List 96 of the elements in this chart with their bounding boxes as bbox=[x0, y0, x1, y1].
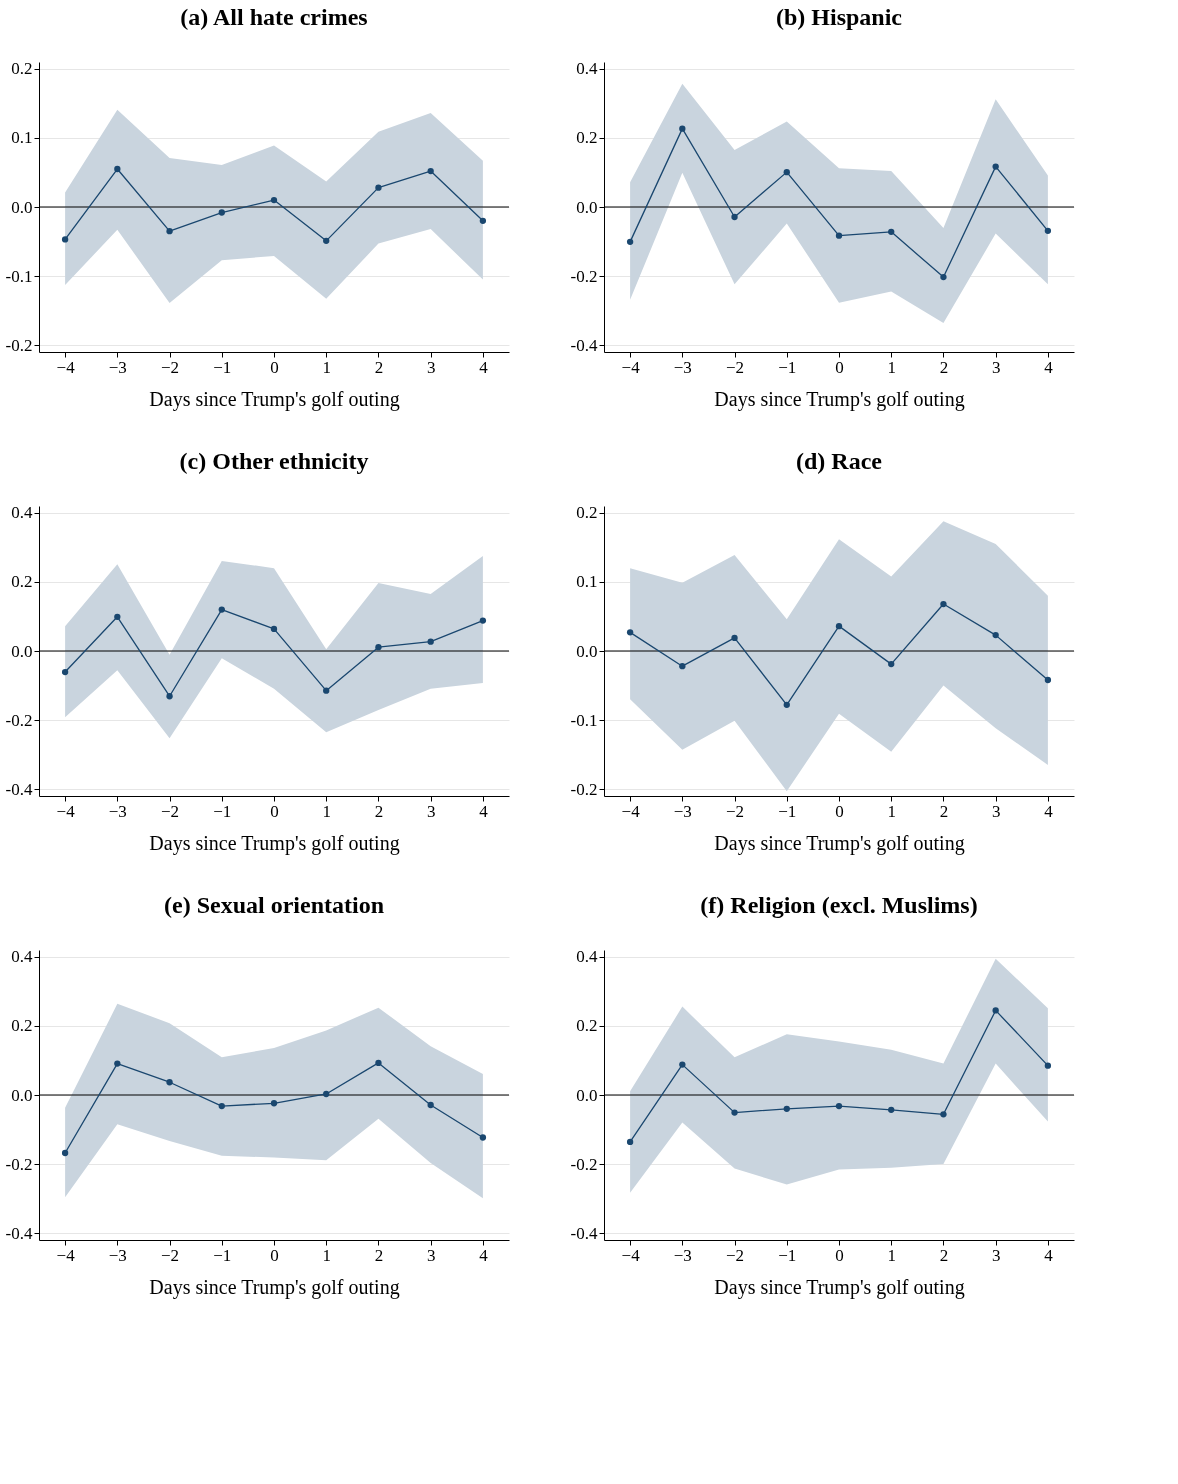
y-tick-label: 0.0 bbox=[11, 197, 33, 217]
y-tick-label: 0.2 bbox=[576, 1016, 598, 1036]
x-tick-label: −2 bbox=[161, 801, 180, 821]
x-tick-label: 2 bbox=[374, 1245, 384, 1265]
y-tick-label: -0.2 bbox=[570, 779, 598, 799]
x-tick-label: −1 bbox=[778, 1245, 797, 1265]
x-tick-label: −2 bbox=[161, 357, 180, 377]
x-tick-label: 3 bbox=[991, 1245, 1001, 1265]
y-tick-label: 0.4 bbox=[11, 503, 33, 523]
x-tick-label: −3 bbox=[108, 801, 127, 821]
y-tick-label: 0.2 bbox=[576, 128, 598, 148]
chart-title: (d) Race bbox=[796, 447, 883, 474]
x-tick-label: 1 bbox=[887, 357, 896, 377]
chart-title: (b) Hispanic bbox=[775, 3, 903, 30]
y-tick-label: 0.4 bbox=[11, 947, 33, 967]
x-tick-label: 1 bbox=[322, 801, 331, 821]
x-tick-label: −1 bbox=[213, 1245, 232, 1265]
x-tick-label: 2 bbox=[374, 801, 384, 821]
y-tick-label: 0.4 bbox=[576, 59, 598, 79]
x-tick-label: −1 bbox=[213, 801, 232, 821]
x-tick-label: −4 bbox=[621, 1245, 641, 1265]
y-tick-label: -0.2 bbox=[570, 266, 598, 286]
x-tick-label: −3 bbox=[108, 357, 127, 377]
x-tick-label: 2 bbox=[939, 357, 949, 377]
y-tick-label: 0.1 bbox=[576, 572, 598, 592]
x-tick-label: 0 bbox=[270, 357, 279, 377]
x-tick-label: 2 bbox=[374, 357, 384, 377]
x-tick-label: −2 bbox=[726, 1245, 745, 1265]
y-tick-label: -0.4 bbox=[570, 1223, 598, 1243]
x-tick-label: 3 bbox=[426, 1245, 436, 1265]
x-tick-label: −3 bbox=[108, 1245, 127, 1265]
x-tick-label: 0 bbox=[835, 801, 844, 821]
x-tick-label: 0 bbox=[270, 801, 279, 821]
x-tick-label: −1 bbox=[778, 357, 797, 377]
x-axis-title: Days since Trump's golf outing bbox=[149, 1275, 400, 1299]
x-tick-label: 2 bbox=[939, 1245, 949, 1265]
x-tick-label: −3 bbox=[673, 801, 692, 821]
y-tick-label: -0.4 bbox=[5, 779, 33, 799]
x-tick-label: 4 bbox=[479, 801, 489, 821]
x-tick-label: −1 bbox=[778, 801, 797, 821]
x-tick-label: −4 bbox=[56, 801, 76, 821]
x-tick-label: 3 bbox=[426, 801, 436, 821]
x-axis-title: Days since Trump's golf outing bbox=[714, 831, 965, 855]
chart-title: (f) Religion (excl. Muslims) bbox=[700, 891, 978, 918]
x-tick-label: −2 bbox=[161, 1245, 180, 1265]
x-tick-label: 0 bbox=[835, 1245, 844, 1265]
y-tick-label: 0.1 bbox=[11, 128, 33, 148]
y-tick-label: -0.1 bbox=[5, 266, 33, 286]
y-tick-label: 0.0 bbox=[576, 641, 598, 661]
y-tick-label: 0.2 bbox=[11, 1016, 33, 1036]
x-tick-label: −3 bbox=[673, 1245, 692, 1265]
y-tick-label: 0.0 bbox=[576, 197, 598, 217]
x-tick-label: −4 bbox=[56, 1245, 76, 1265]
y-tick-label: -0.2 bbox=[5, 335, 33, 355]
y-tick-label: -0.1 bbox=[570, 710, 598, 730]
x-tick-label: −2 bbox=[726, 801, 745, 821]
x-tick-label: 1 bbox=[887, 801, 896, 821]
x-tick-label: −3 bbox=[673, 357, 692, 377]
x-tick-label: −4 bbox=[621, 801, 641, 821]
x-tick-label: 0 bbox=[835, 357, 844, 377]
x-tick-label: −2 bbox=[726, 357, 745, 377]
x-tick-label: −1 bbox=[213, 357, 232, 377]
y-tick-label: 0.0 bbox=[576, 1085, 598, 1105]
y-tick-label: -0.2 bbox=[570, 1154, 598, 1174]
y-tick-label: -0.4 bbox=[5, 1223, 33, 1243]
y-tick-label: -0.2 bbox=[5, 710, 33, 730]
y-tick-label: 0.0 bbox=[11, 1085, 33, 1105]
x-tick-label: 4 bbox=[1044, 357, 1054, 377]
x-tick-label: 3 bbox=[426, 357, 436, 377]
x-tick-label: 4 bbox=[1044, 801, 1054, 821]
y-tick-label: 0.2 bbox=[576, 503, 598, 523]
x-tick-label: 2 bbox=[939, 801, 949, 821]
x-axis-title: Days since Trump's golf outing bbox=[149, 831, 400, 855]
x-tick-label: 1 bbox=[322, 357, 331, 377]
y-tick-label: -0.2 bbox=[5, 1154, 33, 1174]
x-tick-label: 1 bbox=[887, 1245, 896, 1265]
x-tick-label: −4 bbox=[56, 357, 76, 377]
y-tick-label: 0.0 bbox=[11, 641, 33, 661]
x-tick-label: 4 bbox=[479, 357, 489, 377]
x-tick-label: 0 bbox=[270, 1245, 279, 1265]
x-tick-label: 1 bbox=[322, 1245, 331, 1265]
y-tick-label: 0.4 bbox=[576, 947, 598, 967]
x-tick-label: 3 bbox=[991, 357, 1001, 377]
x-tick-label: 4 bbox=[1044, 1245, 1054, 1265]
x-axis-title: Days since Trump's golf outing bbox=[714, 1275, 965, 1299]
chart-title: (e) Sexual orientation bbox=[164, 891, 384, 918]
x-axis-title: Days since Trump's golf outing bbox=[714, 387, 965, 411]
x-axis-title: Days since Trump's golf outing bbox=[149, 387, 400, 411]
chart-title: (c) Other ethnicity bbox=[179, 447, 369, 474]
chart-title: (a) All hate crimes bbox=[180, 3, 368, 30]
x-tick-label: 3 bbox=[991, 801, 1001, 821]
y-tick-label: -0.4 bbox=[570, 335, 598, 355]
x-tick-label: 4 bbox=[479, 1245, 489, 1265]
x-tick-label: −4 bbox=[621, 357, 641, 377]
y-tick-label: 0.2 bbox=[11, 572, 33, 592]
y-tick-label: 0.2 bbox=[11, 59, 33, 79]
